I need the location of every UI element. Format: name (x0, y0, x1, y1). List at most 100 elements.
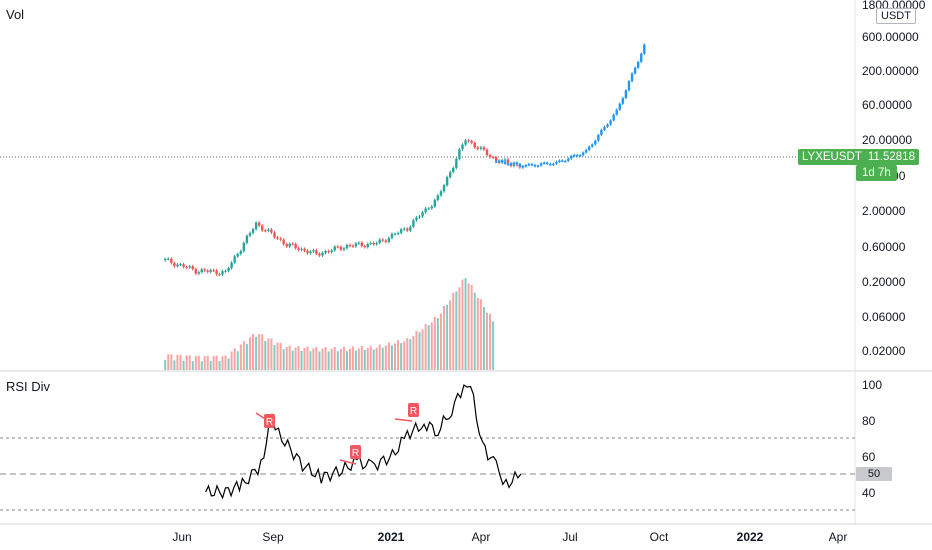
candle (227, 268, 230, 271)
volume-bar (221, 356, 224, 370)
candle (381, 239, 384, 241)
candle (306, 250, 309, 254)
volume-bar (233, 348, 236, 370)
candle (455, 158, 458, 168)
candle (273, 232, 276, 238)
volume-bar (354, 350, 357, 370)
volume-bar (306, 346, 309, 370)
volume-bar (464, 278, 467, 370)
volume-bar (264, 340, 267, 370)
volume-bar (179, 354, 182, 370)
price-axis[interactable]: 1800.00000 600.00000 200.00000 60.00000 … (862, 0, 926, 358)
time-axis[interactable]: Jun Sep 2021 Apr Jul Oct 2022 Apr (172, 530, 847, 544)
volume-bar (245, 343, 248, 370)
volume-bar (489, 313, 492, 370)
projection-candle (573, 154, 576, 157)
projection-candle (515, 162, 519, 165)
projection-candle (630, 73, 634, 82)
candle (418, 216, 421, 218)
volume-bar (230, 351, 233, 370)
volume-bar (336, 351, 339, 370)
time-tick: 2021 (378, 530, 405, 544)
projection-candle (612, 114, 615, 121)
price-tick: 600.00000 (862, 30, 919, 44)
candle (390, 233, 394, 238)
volume-bar (345, 351, 348, 370)
volume-bar (294, 347, 297, 370)
volume-bar (182, 360, 185, 370)
candle (396, 232, 400, 234)
volume-bar (390, 345, 393, 370)
candle (230, 262, 233, 269)
volume-bar (167, 354, 170, 370)
candle (512, 164, 516, 166)
volume-bar (366, 348, 369, 370)
candle (467, 140, 470, 142)
candle (412, 220, 415, 227)
candle (200, 269, 203, 273)
volume-bar (285, 346, 288, 370)
volume-bar (369, 345, 372, 370)
candle (191, 266, 194, 270)
price-tick: 0.02000 (862, 344, 906, 358)
candle (445, 177, 449, 186)
projection-candle (581, 152, 585, 156)
price-tick: 0.06000 (862, 310, 906, 324)
rsi-axis[interactable]: 100 80 60 40 (862, 378, 882, 500)
svg-text:R: R (352, 448, 359, 459)
time-tick: Jun (172, 530, 191, 544)
candle (403, 228, 406, 230)
svg-text:R: R (266, 417, 273, 428)
volume-bar (185, 355, 188, 370)
volume-bar (436, 318, 439, 370)
candle (473, 142, 476, 148)
volume-bar (415, 331, 418, 370)
candle (406, 228, 409, 231)
candle (458, 149, 461, 159)
volume-bar (227, 358, 230, 370)
projection-candle (536, 165, 540, 167)
projection-candles (494, 43, 646, 168)
volume-bar (276, 342, 279, 370)
candle (479, 147, 483, 149)
volume-bar (418, 332, 421, 370)
candle (433, 199, 437, 207)
candle (436, 195, 440, 200)
volume-bar (470, 284, 473, 370)
candle (372, 242, 375, 245)
volume-bar (197, 355, 200, 370)
candle (387, 237, 391, 242)
volume-bar (363, 350, 366, 370)
candle (315, 250, 318, 254)
projection-candle (521, 166, 525, 168)
volume-bar (461, 279, 464, 370)
candle (357, 242, 361, 244)
volume-bar (209, 361, 212, 370)
volume-bar (394, 343, 397, 370)
candle (294, 244, 297, 249)
projection-candle (561, 160, 564, 162)
candle (421, 212, 424, 217)
volume-bar (455, 291, 458, 370)
volume-bar (372, 349, 375, 370)
volume-bar (291, 350, 294, 370)
currency-unit-badge[interactable]: USDT (876, 8, 916, 24)
projection-candle (506, 163, 510, 166)
candle (375, 242, 378, 245)
candle (197, 272, 200, 274)
volume-bar (446, 304, 449, 370)
projection-candle (539, 163, 543, 166)
volume-bar (458, 287, 461, 370)
candle (439, 191, 443, 196)
candle (270, 229, 273, 233)
volume-bar (252, 333, 255, 370)
candle (239, 251, 242, 254)
candle (224, 270, 227, 272)
volume-bar (409, 339, 412, 370)
projection-candle (564, 160, 567, 163)
projection-candle (527, 163, 531, 166)
volume-bar (312, 348, 315, 370)
candle (494, 157, 498, 161)
volume-bar (164, 359, 167, 370)
projection-candle (509, 163, 513, 165)
